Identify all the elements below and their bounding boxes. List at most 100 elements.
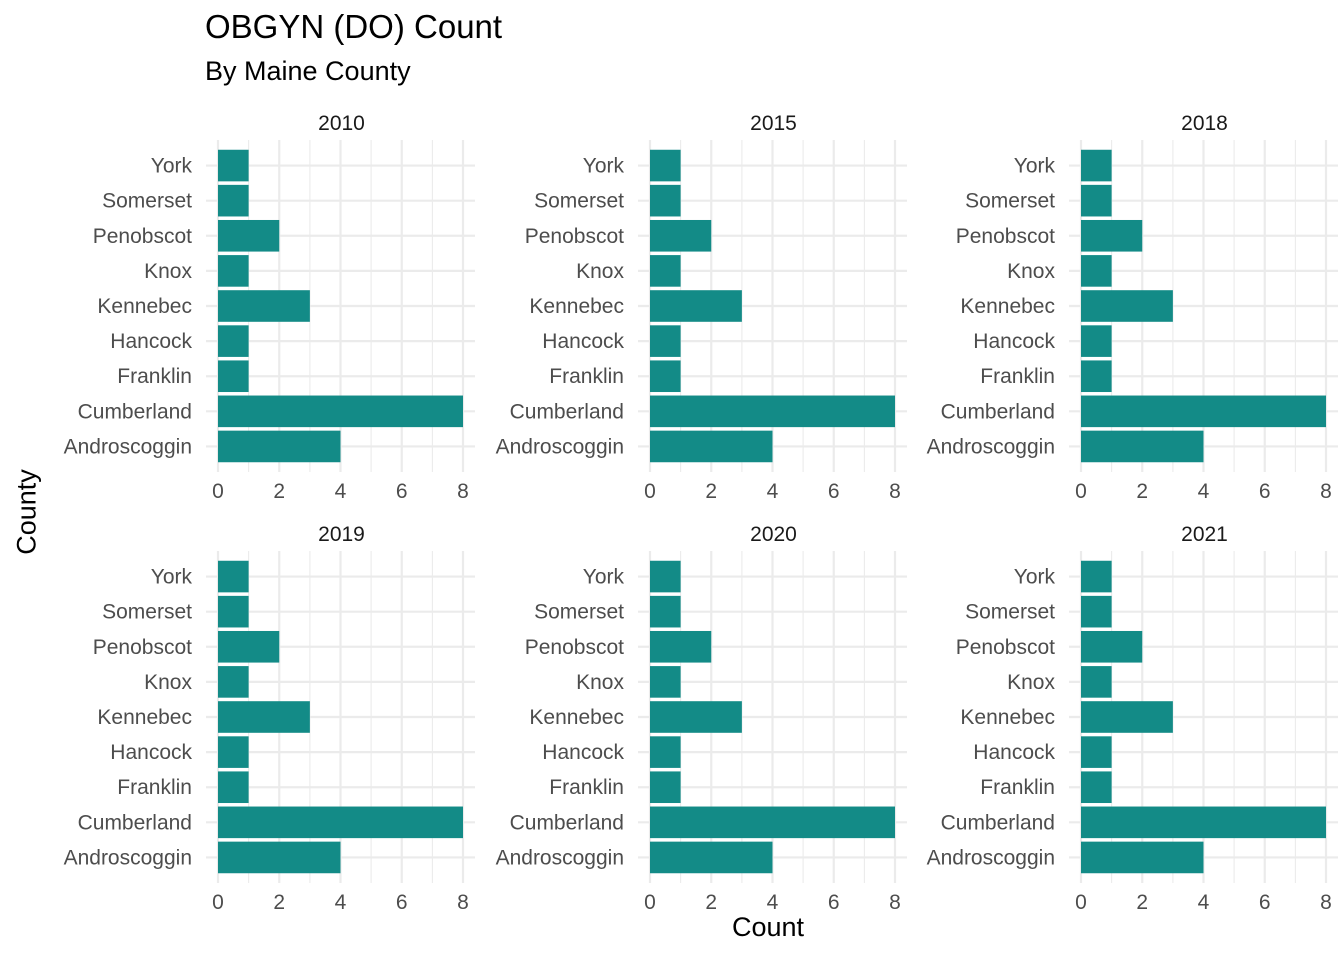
y-tick-label: Knox	[1007, 260, 1055, 283]
bar-kennebec	[218, 701, 310, 733]
y-tick-label: Androscoggin	[927, 846, 1055, 869]
y-tick-label: Franklin	[117, 776, 192, 799]
y-tick-label: Penobscot	[525, 636, 624, 659]
y-tick-label: York	[1014, 566, 1056, 589]
y-tick-label: Kennebec	[97, 295, 192, 318]
bar-somerset	[1081, 184, 1112, 217]
x-tick-label: 4	[1198, 891, 1210, 914]
bar-penobscot	[1081, 630, 1143, 663]
bar-somerset	[650, 595, 681, 628]
bar-cumberland	[218, 395, 463, 428]
bar-kennebec	[218, 290, 310, 322]
facet-strip-label: 2019	[318, 523, 365, 546]
y-tick-label: Knox	[144, 671, 192, 694]
facet-panel-2019: 2019 Androscoggin Cumberland Franklin Hancoc…	[64, 523, 475, 914]
facet-panel-2010: 2010 Androscoggin Cumberland Franklin Hancoc…	[64, 112, 475, 503]
facet-strip-label: 2010	[318, 112, 365, 135]
x-tick-label: 6	[828, 480, 840, 503]
bar-york	[218, 560, 249, 593]
x-tick-label: 0	[1075, 891, 1087, 914]
y-tick-label: Kennebec	[960, 295, 1055, 318]
x-tick-label: 0	[212, 480, 224, 503]
x-tick-label: 4	[767, 480, 779, 503]
bar-york	[1081, 560, 1112, 593]
x-tick-label: 8	[889, 480, 901, 503]
y-tick-label: Kennebec	[529, 295, 624, 318]
y-tick-label: Hancock	[110, 330, 192, 353]
y-tick-label: Knox	[144, 260, 192, 283]
bar-franklin	[650, 771, 681, 804]
bar-knox	[650, 666, 681, 698]
bar-somerset	[1081, 595, 1112, 628]
bar-cumberland	[1081, 806, 1326, 839]
bar-androscoggin	[650, 430, 773, 463]
y-tick-label: Cumberland	[78, 400, 192, 423]
bar-androscoggin	[218, 841, 341, 874]
facet-strip-label: 2015	[750, 112, 797, 135]
bar-knox	[1081, 666, 1112, 698]
y-tick-label: York	[1014, 155, 1056, 178]
y-tick-label: Cumberland	[78, 811, 192, 834]
x-tick-label: 2	[273, 891, 285, 914]
x-tick-label: 6	[828, 891, 840, 914]
bar-hancock	[650, 736, 681, 768]
x-tick-label: 2	[1136, 480, 1148, 503]
facet-panel-2018: 2018 Androscoggin Cumberland Franklin Hancoc…	[927, 112, 1338, 503]
y-tick-label: Penobscot	[525, 225, 624, 248]
bar-knox	[218, 666, 249, 698]
y-tick-label: Kennebec	[960, 706, 1055, 729]
bar-hancock	[1081, 736, 1112, 768]
x-tick-label: 4	[1198, 480, 1210, 503]
x-tick-label: 8	[1320, 480, 1332, 503]
x-tick-label: 2	[1136, 891, 1148, 914]
bar-york	[1081, 149, 1112, 182]
bar-knox	[218, 255, 249, 287]
y-tick-label: Knox	[576, 671, 624, 694]
bar-androscoggin	[218, 430, 341, 463]
bar-franklin	[218, 771, 249, 804]
x-tick-label: 6	[1259, 480, 1271, 503]
bar-penobscot	[218, 219, 280, 252]
x-axis-title: Count	[731, 912, 805, 942]
x-tick-label: 2	[273, 480, 285, 503]
x-tick-label: 0	[644, 480, 656, 503]
bar-york	[650, 560, 681, 593]
x-tick-label: 2	[705, 480, 717, 503]
y-tick-label: Kennebec	[97, 706, 192, 729]
x-tick-label: 6	[396, 891, 408, 914]
facet-panel-2020: 2020 Androscoggin Cumberland Franklin Hancoc…	[496, 523, 907, 914]
y-tick-label: York	[151, 566, 193, 589]
bar-hancock	[1081, 325, 1112, 357]
bar-franklin	[1081, 360, 1112, 393]
x-tick-label: 6	[1259, 891, 1271, 914]
bar-cumberland	[218, 806, 463, 839]
y-tick-label: Hancock	[542, 330, 624, 353]
facet-panel-2021: 2021 Androscoggin Cumberland Franklin Hancoc…	[927, 523, 1338, 914]
bar-penobscot	[218, 630, 280, 663]
y-tick-label: Somerset	[534, 190, 624, 213]
y-tick-label: Hancock	[542, 741, 624, 764]
y-tick-label: Penobscot	[956, 225, 1055, 248]
y-tick-label: Penobscot	[93, 636, 192, 659]
y-tick-label: Androscoggin	[927, 435, 1055, 458]
y-tick-label: Franklin	[549, 365, 624, 388]
bar-penobscot	[1081, 219, 1143, 252]
bar-penobscot	[650, 630, 712, 663]
y-tick-label: Androscoggin	[64, 846, 192, 869]
x-tick-label: 2	[705, 891, 717, 914]
bar-cumberland	[650, 395, 895, 428]
bar-franklin	[650, 360, 681, 393]
y-tick-label: Somerset	[102, 190, 192, 213]
y-tick-label: Cumberland	[510, 400, 624, 423]
x-tick-label: 0	[644, 891, 656, 914]
bar-androscoggin	[650, 841, 773, 874]
x-tick-label: 0	[1075, 480, 1087, 503]
bar-androscoggin	[1081, 841, 1204, 874]
facet-panel-2015: 2015 Androscoggin Cumberland Franklin Hancoc…	[496, 112, 907, 503]
bar-hancock	[218, 325, 249, 357]
y-tick-label: Franklin	[980, 365, 1055, 388]
bar-kennebec	[1081, 701, 1173, 733]
x-tick-label: 4	[335, 480, 347, 503]
y-tick-label: Hancock	[110, 741, 192, 764]
x-tick-label: 8	[1320, 891, 1332, 914]
